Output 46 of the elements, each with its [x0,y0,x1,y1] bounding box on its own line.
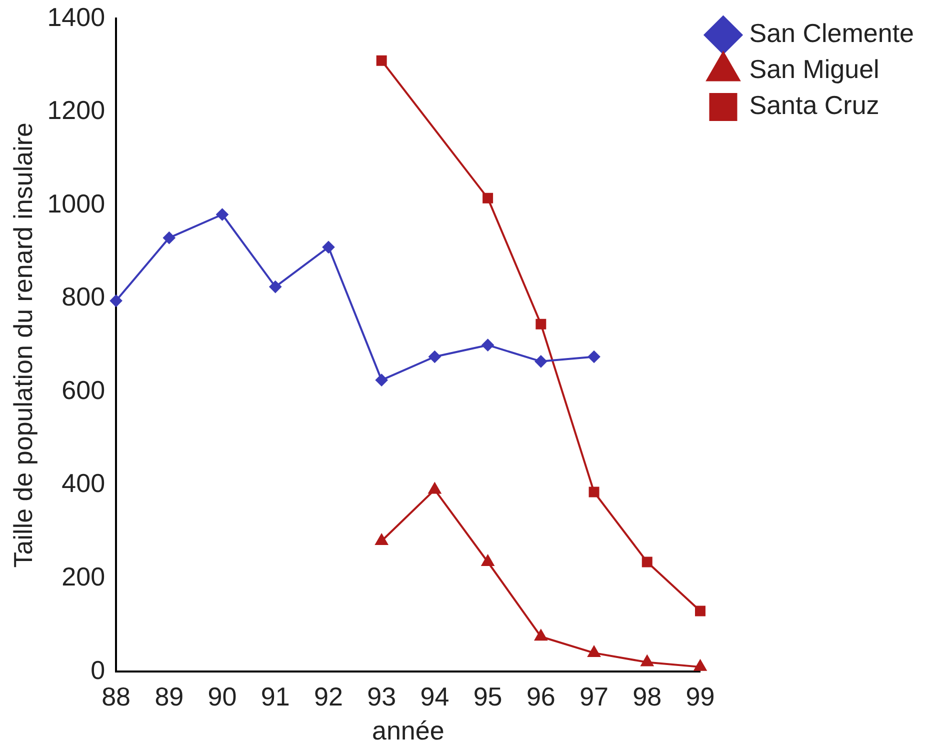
x-tick-label: 93 [367,681,396,712]
y-axis-title: Taille de population du renard insulaire [8,122,38,568]
point [110,294,122,307]
x-tick-label: 95 [473,681,502,712]
point [694,660,706,671]
point [428,482,441,494]
y-tick-label: 600 [62,374,106,405]
y-tick-label: 200 [62,561,106,592]
x-tick-label: 92 [314,681,343,712]
x-tick-label: 94 [420,681,450,712]
point [536,318,546,330]
x-tick-label: 90 [208,681,237,712]
y-tick-label: 1000 [47,188,106,218]
x-tick-label: 96 [526,681,556,712]
point [482,192,494,204]
point [588,646,600,657]
point [588,486,600,498]
point [428,350,441,363]
legend-label: San Miguel [749,54,880,84]
point [588,350,600,363]
point [376,374,388,386]
point [534,355,547,368]
y-tick-label: 1200 [47,95,106,126]
point [216,208,228,220]
point [482,554,494,566]
point [642,556,652,568]
point [322,241,334,254]
point [269,280,282,293]
point [534,630,548,641]
x-tick-label: 91 [260,681,290,712]
legend-label: San Clemente [749,18,914,48]
point [376,55,387,66]
point [482,339,494,352]
legend-label: Santa Cruz [749,90,880,120]
point [375,534,388,545]
x-axis-title: année [372,716,444,746]
point [695,606,706,616]
x-tick-label: 97 [580,681,608,712]
x-tick-label: 89 [154,681,184,712]
x-tick-label: 99 [686,681,715,712]
y-tick-label: 1400 [47,2,106,32]
y-tick-label: 400 [62,468,106,498]
point [640,655,654,666]
y-tick-label: 800 [62,282,106,312]
point [163,232,176,244]
x-tick-label: 98 [632,681,662,712]
